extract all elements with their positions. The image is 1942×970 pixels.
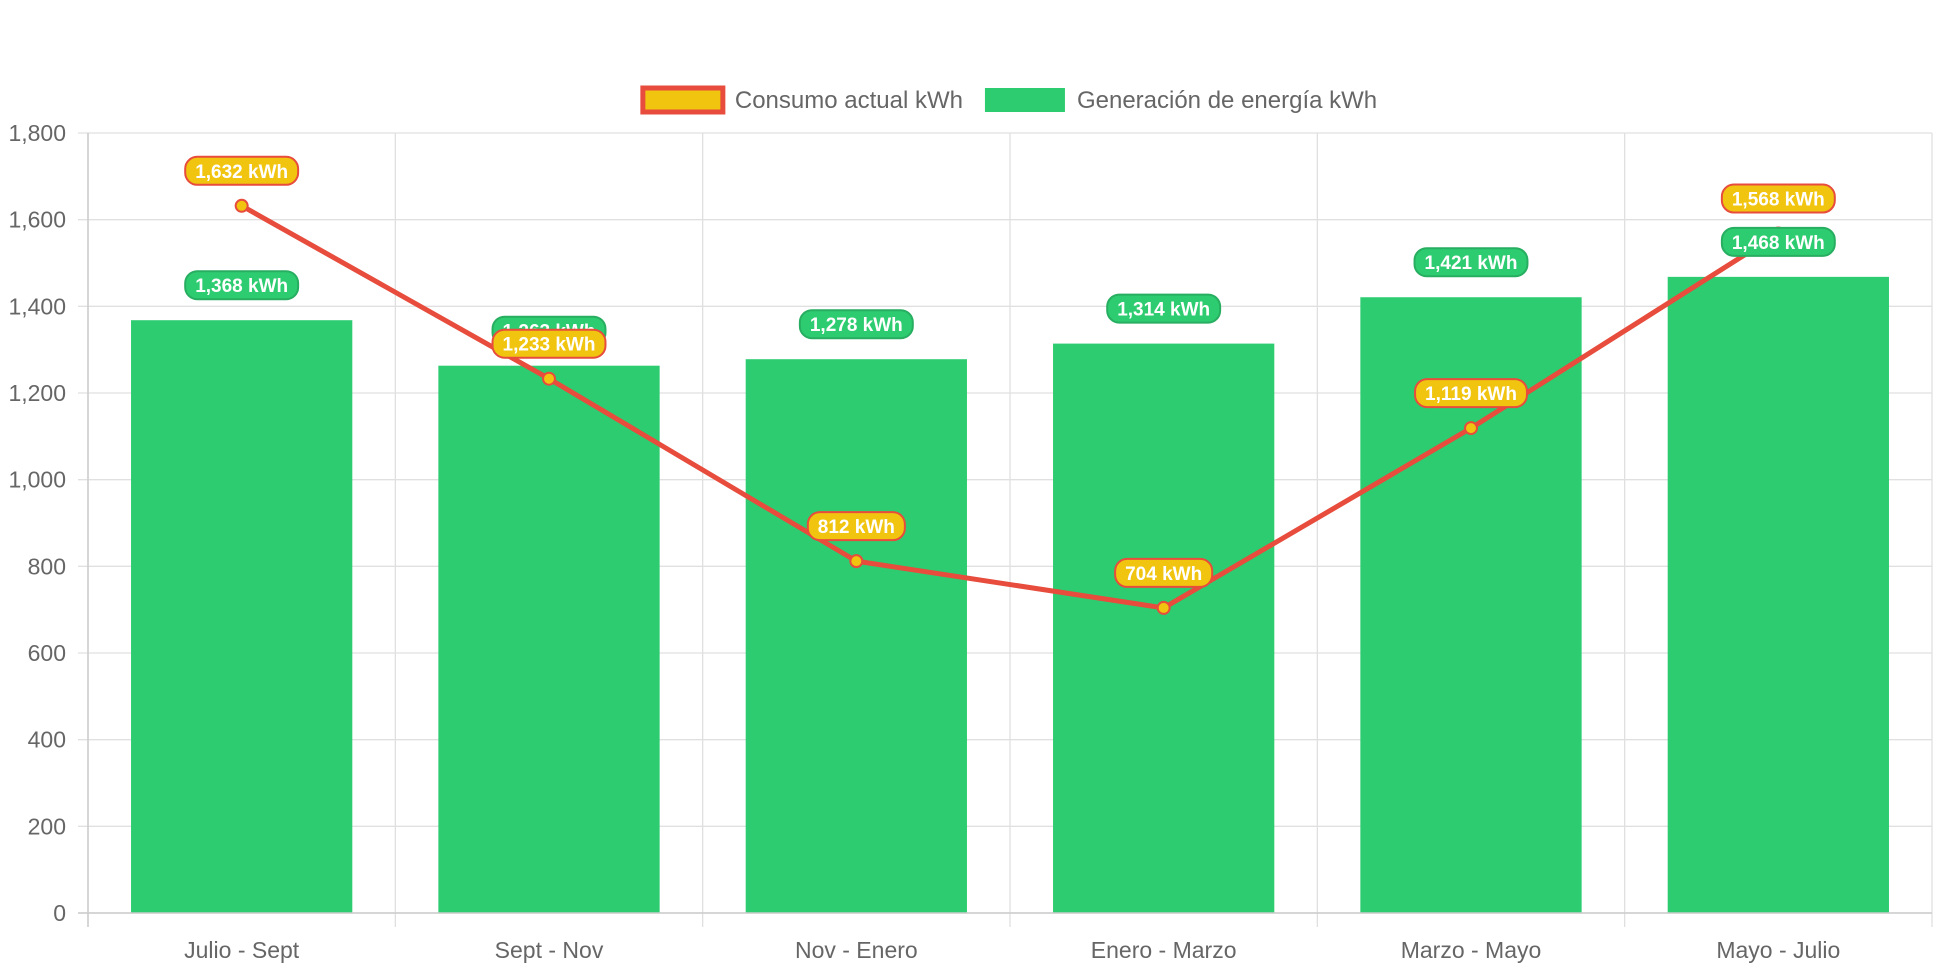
line-value-label-bg [806,511,906,542]
bar-value-label-bg [798,309,914,340]
line-value-label-bg [1720,183,1836,214]
line-value-label-text: 1,632 kWh [195,162,288,183]
y-tick-label: 400 [28,727,66,753]
line-value-label-text: 704 kWh [1125,564,1202,585]
bar[interactable] [1667,276,1889,913]
line-value-label: 1,233 kWh [491,328,607,359]
bar[interactable] [1053,343,1275,914]
line-point[interactable] [849,554,864,569]
bar[interactable] [438,365,660,913]
line-point[interactable] [1156,600,1171,615]
bar-value-label-text: 1,421 kWh [1425,253,1518,274]
bar-value-label: 1,421 kWh [1413,247,1529,278]
bar-value-label-bg [184,270,300,301]
y-tick-label: 0 [53,900,66,926]
line-value-label: 1,568 kWh [1720,183,1836,214]
line-value-label-bg [184,155,300,186]
y-tick-label: 1,200 [8,380,66,406]
legend-label: Generación de energía kWh [1077,87,1377,114]
bar-value-label: 1,278 kWh [798,309,914,340]
legend-item-consumo[interactable]: Consumo actual kWh [640,85,963,115]
line-value-label: 1,119 kWh [1414,378,1528,409]
line-value-label-text: 1,119 kWh [1425,384,1517,405]
bar-value-label: 1,368 kWh [184,270,300,301]
x-tick-label: Enero - Marzo [1091,937,1237,963]
x-tick-label: Mayo - Julio [1716,937,1840,963]
line-value-label-bg [491,328,607,359]
legend[interactable]: Consumo actual kWh Generación de energía … [640,85,1377,115]
x-tick-label: Nov - Enero [795,937,918,963]
x-tick-label: Sept - Nov [495,937,604,963]
axes: 0 200 400 600 800 1,000 1,200 1,400 1,600 1,800 Ju… [8,120,1932,963]
legend-swatch [984,88,1065,112]
y-tick-label: 1,600 [8,207,66,233]
line-value-label-bg [1414,378,1528,409]
y-tick-label: 1,000 [8,467,66,493]
y-tick-label: 800 [28,553,66,579]
line-value-label: 1,632 kWh [184,155,300,186]
bar[interactable] [131,320,353,913]
grid [78,132,1933,927]
legend-label: Consumo actual kWh [735,87,963,114]
bar-value-label-bg [1413,247,1529,278]
bar-value-label: 1,468 kWh [1720,226,1836,257]
line-value-label: 704 kWh [1114,557,1214,588]
bar-value-label: 1,314 kWh [1106,293,1222,324]
bar-value-label-text: 1,314 kWh [1117,300,1210,321]
bar-value-label-bg [1720,226,1836,257]
line-data-labels: 1,632 kWh 1,233 kWh 812 kWh 704 kWh 1,119 kW… [184,155,1836,588]
y-tick-label: 1,400 [8,293,66,319]
bar-value-label-text: 1,368 kWh [195,276,288,297]
line-point[interactable] [542,371,556,386]
line-point[interactable] [1464,421,1478,436]
legend-item-generacion[interactable]: Generación de energía kWh [984,87,1377,114]
bar-value-label-text: 1,278 kWh [810,315,903,336]
line-value-label-bg [1114,557,1214,588]
x-tick-label: Julio - Sept [184,937,300,963]
line-value-label: 812 kWh [806,511,906,542]
y-tick-label: 200 [28,813,66,839]
line-value-label-text: 1,233 kWh [503,335,596,356]
y-tick-label: 1,800 [8,120,66,146]
line-value-label-text: 1,568 kWh [1732,190,1825,211]
line-point[interactable] [234,198,249,213]
x-tick-label: Marzo - Mayo [1401,937,1542,963]
bar[interactable] [745,359,967,913]
y-tick-label: 600 [28,640,66,666]
legend-swatch [640,85,726,115]
bar-value-label-text: 1,468 kWh [1732,233,1825,254]
bar-value-label-bg [1106,293,1222,324]
line-value-label-text: 812 kWh [818,517,895,538]
